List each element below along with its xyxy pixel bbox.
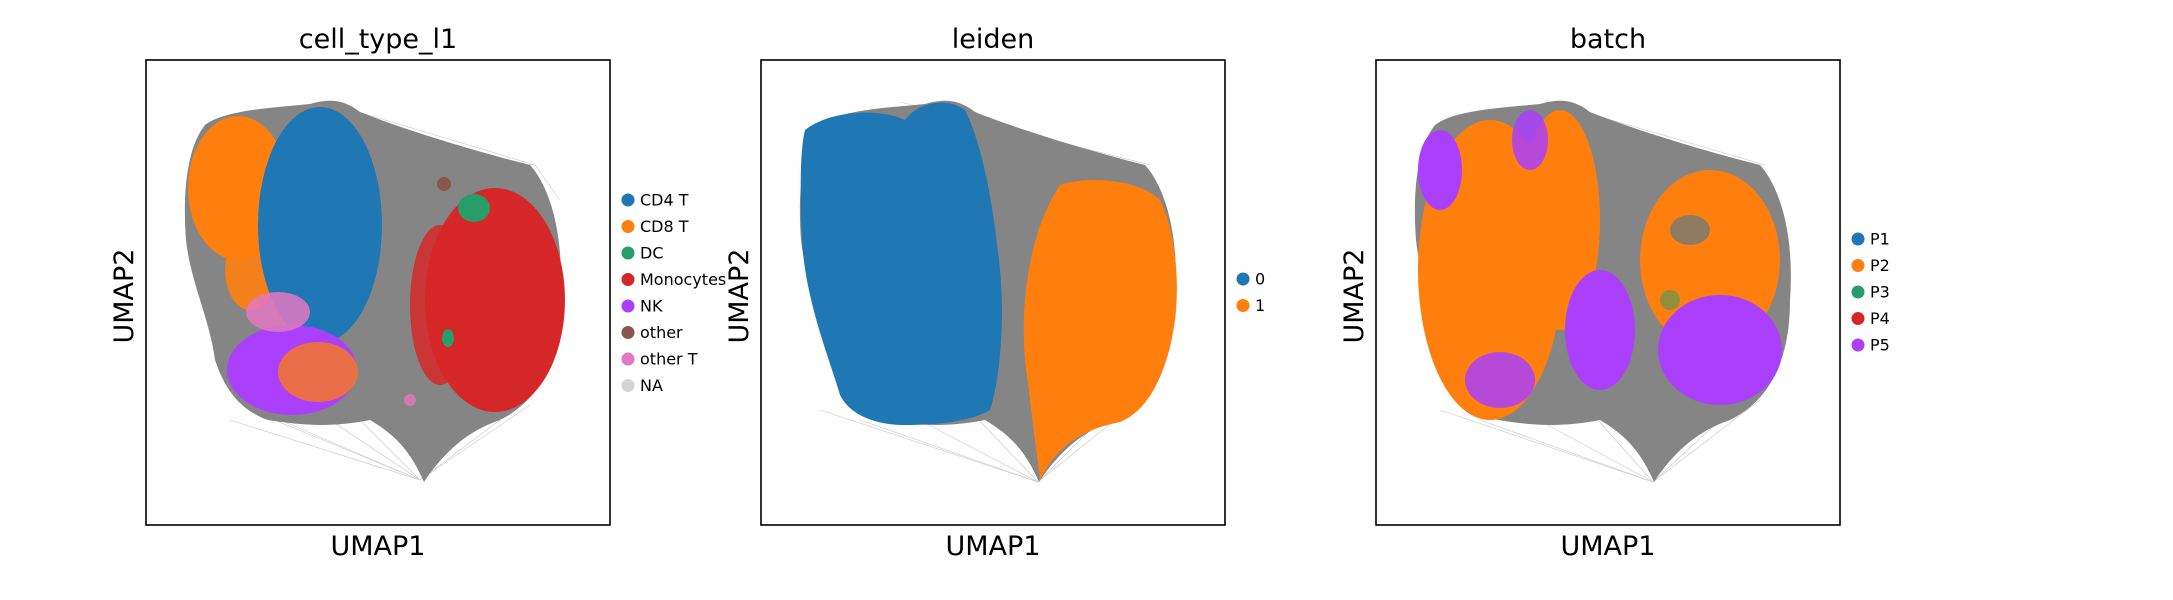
cluster-dc-small — [442, 329, 454, 347]
scatter-area — [184, 100, 565, 482]
plot-frame — [145, 59, 611, 526]
x-axis-label: UMAP1 — [946, 531, 1041, 562]
cluster-monocytes-left — [410, 225, 470, 385]
legend: 01 — [1236, 270, 1265, 315]
legend-marker — [621, 193, 635, 207]
legend-label: CD4 T — [640, 191, 689, 210]
y-axis-label: UMAP2 — [724, 249, 755, 344]
panel-leiden: leiden UMAP1 UMAP2 01 — [724, 24, 1265, 562]
x-axis-label: UMAP1 — [331, 531, 426, 562]
legend-marker — [621, 326, 635, 339]
cluster-other-t — [246, 292, 310, 332]
panel-title: batch — [1570, 24, 1646, 55]
panel-title: cell_type_l1 — [299, 24, 457, 55]
legend-marker — [1236, 299, 1250, 312]
scatter-area — [799, 100, 1177, 483]
y-axis-label: UMAP2 — [109, 249, 140, 344]
legend-label: other T — [640, 350, 698, 369]
cluster-p5-top — [1512, 110, 1548, 170]
legend-marker — [1851, 259, 1865, 272]
legend-label: Monocytes — [640, 270, 726, 289]
legend-marker — [1851, 285, 1865, 299]
legend-marker — [621, 273, 635, 286]
cluster-1 — [1023, 180, 1177, 480]
cluster-p5-mid — [1565, 270, 1635, 390]
legend-marker — [621, 352, 635, 366]
cluster-p5-bottom — [1465, 352, 1535, 408]
legend-marker — [1236, 272, 1250, 286]
legend-label: NA — [640, 376, 663, 395]
legend-marker — [621, 379, 635, 392]
legend: CD4 T CD8 T DC Monocytes NK other other T NA — [621, 191, 726, 395]
scatter-area — [1414, 100, 1791, 483]
x-axis-label: UMAP1 — [1561, 531, 1656, 562]
legend-marker — [1851, 312, 1865, 325]
legend-marker — [621, 246, 635, 260]
plot-frame — [760, 59, 1226, 526]
cluster-p5-topleft — [1418, 130, 1462, 210]
legend: P1 P2 P3 P4 P5 — [1851, 230, 1890, 355]
legend-label: P1 — [1870, 230, 1890, 249]
legend-label: P3 — [1870, 283, 1890, 302]
cluster-p1-speckle — [1670, 215, 1710, 245]
panel-cell-type-l1: cell_type_l1 — [109, 24, 726, 562]
legend-label: CD8 T — [640, 217, 689, 236]
y-axis-label: UMAP2 — [1339, 249, 1370, 344]
cluster-cd8t-nk-mix — [278, 342, 358, 402]
legend-marker — [1851, 232, 1865, 246]
cluster-other — [437, 177, 451, 191]
cluster-other-t-small — [404, 394, 416, 406]
legend-label: P4 — [1870, 309, 1890, 328]
legend-label: 1 — [1255, 296, 1265, 315]
cluster-p5-right — [1658, 295, 1782, 405]
legend-label: other — [640, 323, 683, 342]
cluster-dc — [458, 194, 490, 222]
legend-label: NK — [640, 297, 663, 316]
panel-title: leiden — [952, 24, 1034, 55]
legend-label: P2 — [1870, 256, 1890, 275]
cluster-p2-mid — [1520, 110, 1600, 330]
legend-marker — [621, 220, 635, 233]
cluster-0 — [800, 102, 1002, 425]
cluster-cd4t — [258, 107, 382, 343]
cluster-p3-speckle — [1660, 290, 1680, 310]
plot-frame — [1375, 59, 1841, 526]
legend-marker — [621, 299, 635, 313]
panel-batch: batch UMAP1 UMAP2 P1 P2 P3 P4 P5 — [1339, 24, 1890, 562]
legend-label: 0 — [1255, 270, 1265, 289]
legend-label: P5 — [1870, 336, 1890, 355]
legend-marker — [1851, 338, 1865, 352]
legend-label: DC — [640, 244, 664, 263]
